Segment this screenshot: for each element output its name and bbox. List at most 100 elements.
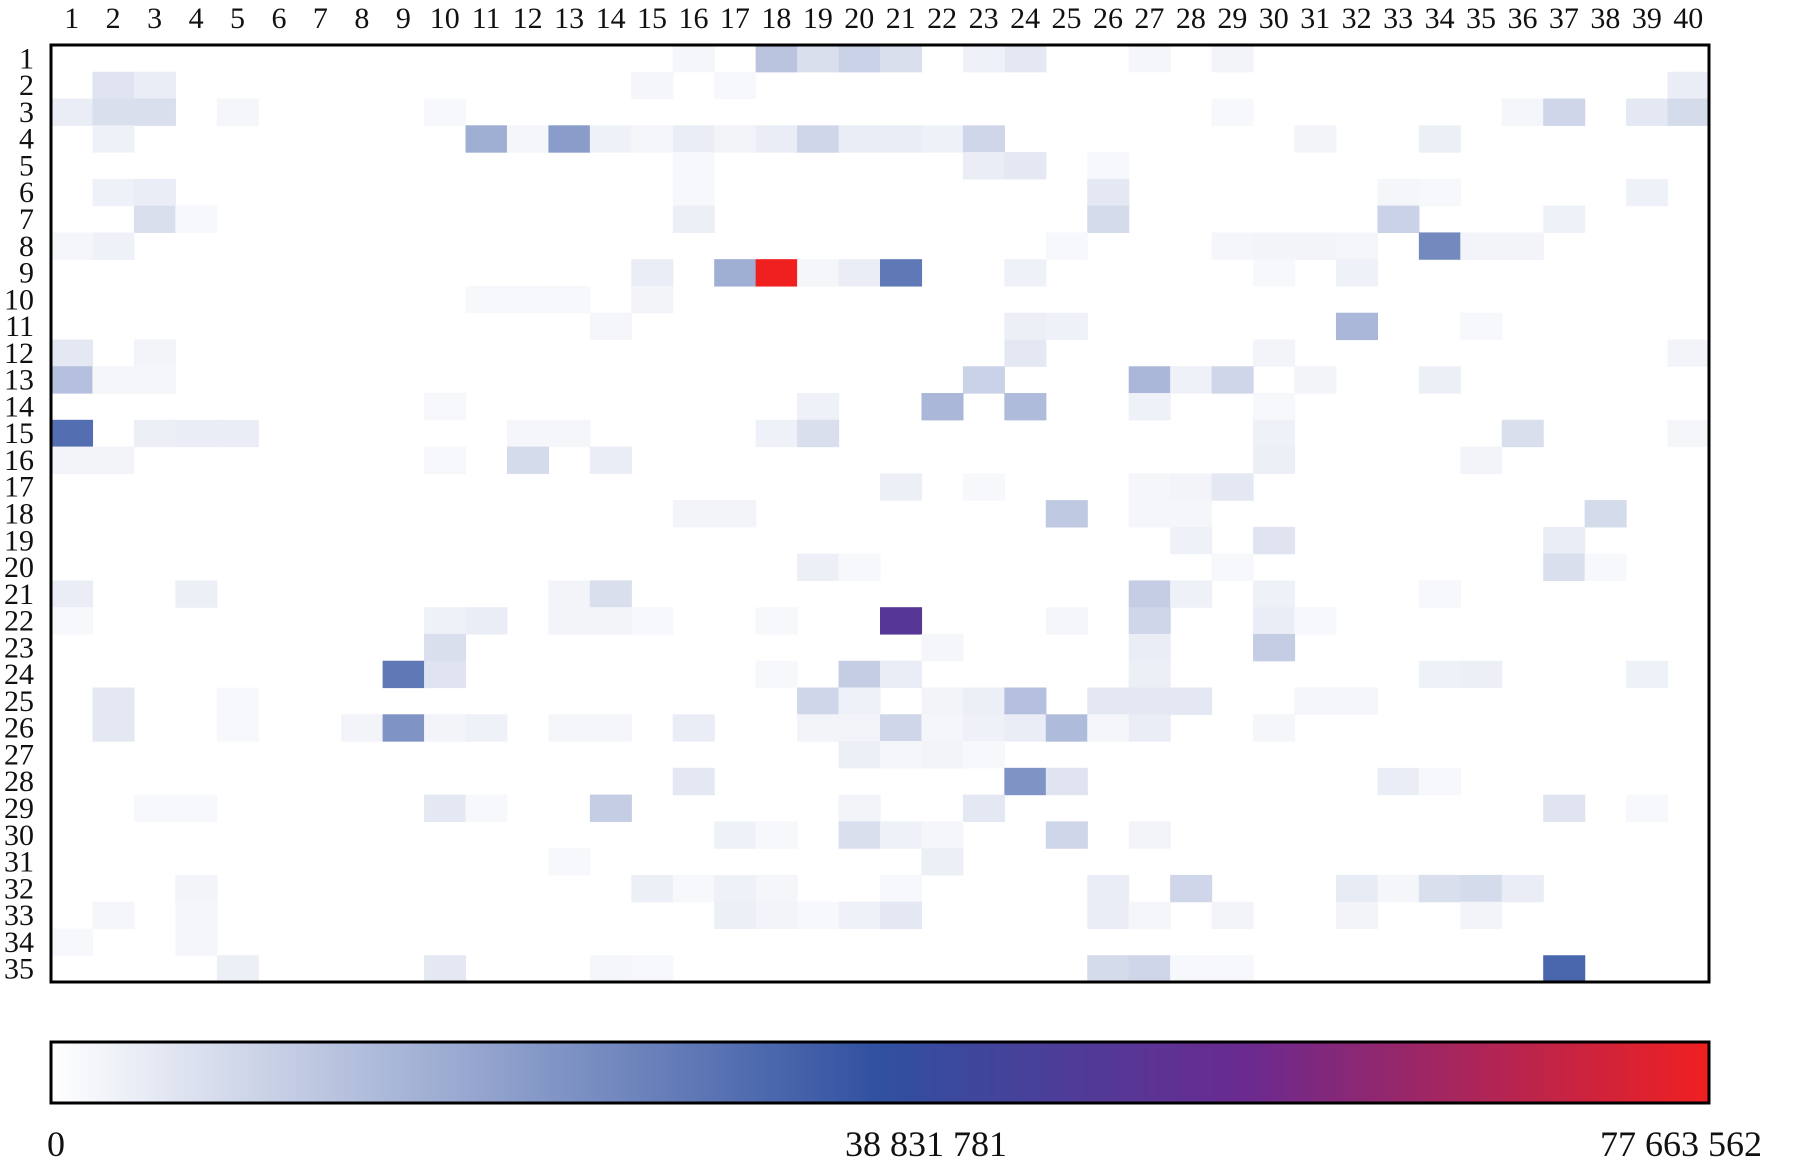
- heatmap-cell: [838, 45, 881, 73]
- heatmap-cell: [714, 125, 757, 153]
- heatmap-cell: [589, 794, 632, 822]
- heatmap-cell: [962, 45, 1005, 73]
- heatmap-cell: [1584, 500, 1627, 528]
- heatmap-cell: [506, 285, 549, 314]
- heatmap-cell: [797, 901, 840, 930]
- x-tick-label: 7: [313, 2, 328, 35]
- y-tick-label: 13: [4, 364, 34, 397]
- heatmap-cell: [880, 741, 923, 769]
- heatmap-cell: [797, 714, 840, 742]
- x-tick-label: 13: [554, 2, 584, 35]
- heatmap-cell: [1253, 339, 1296, 367]
- heatmap-cell: [1253, 259, 1296, 287]
- heatmap-cell: [382, 714, 425, 742]
- heatmap-cell: [755, 125, 798, 153]
- heatmap-cell: [133, 98, 176, 126]
- heatmap-cell: [631, 71, 674, 100]
- heatmap-cell: [838, 660, 881, 689]
- heatmap-cell: [921, 393, 964, 421]
- heatmap-cell: [175, 580, 218, 608]
- heatmap-cell: [631, 955, 674, 983]
- heatmap-cell: [465, 794, 508, 822]
- y-tick-label: 29: [4, 792, 34, 825]
- heatmap-cell: [1460, 446, 1503, 474]
- heatmap-cell: [921, 633, 964, 662]
- heatmap-cell: [506, 125, 549, 153]
- y-tick-label: 30: [4, 819, 34, 852]
- heatmap-cell: [1128, 393, 1171, 421]
- heatmap-cell: [1377, 874, 1420, 903]
- heatmap-cell: [1543, 205, 1586, 233]
- heatmap-cell: [1460, 660, 1503, 689]
- heatmap-cell: [1045, 232, 1088, 260]
- x-tick-label: 16: [678, 2, 708, 35]
- heatmap-cell: [92, 98, 135, 126]
- heatmap-cell: [1335, 232, 1378, 260]
- y-tick-label: 34: [4, 926, 34, 959]
- heatmap-cell: [548, 419, 591, 448]
- x-tick-label: 34: [1425, 2, 1455, 35]
- y-tick-label: 14: [4, 390, 34, 423]
- heatmap-cell: [216, 98, 259, 126]
- x-tick-label: 24: [1010, 2, 1040, 35]
- heatmap-cell: [548, 125, 591, 153]
- heatmap-cell: [1418, 874, 1461, 903]
- heatmap-cell: [1170, 500, 1213, 528]
- heatmap-cell: [1128, 687, 1171, 715]
- x-tick-label: 25: [1052, 2, 1082, 35]
- heatmap-cell: [1377, 178, 1420, 207]
- heatmap-cell: [175, 901, 218, 930]
- heatmap-cell: [1087, 714, 1130, 742]
- heatmap-cell: [1418, 125, 1461, 153]
- y-tick-label: 18: [4, 498, 34, 531]
- heatmap-cell: [1667, 98, 1710, 126]
- heatmap-cell: [1460, 901, 1503, 930]
- heatmap-cell: [1128, 821, 1171, 849]
- heatmap-cell: [962, 687, 1005, 715]
- heatmap-cell: [1377, 767, 1420, 796]
- heatmap-cell: [1543, 526, 1586, 555]
- heatmap-cell: [755, 45, 798, 73]
- heatmap-cell: [1543, 98, 1586, 126]
- heatmap-cell: [1667, 419, 1710, 448]
- x-tick-label: 4: [189, 2, 204, 35]
- y-tick-label: 17: [4, 471, 34, 504]
- heatmap-cell: [1170, 874, 1213, 903]
- heatmap-cell: [1004, 152, 1047, 180]
- heatmap-cell: [1253, 419, 1296, 448]
- heatmap-cell: [1211, 955, 1254, 983]
- heatmap-cell: [1045, 312, 1088, 341]
- heatmap-cell: [1418, 660, 1461, 689]
- heatmap-cell: [506, 446, 549, 474]
- heatmap-cell: [133, 366, 176, 394]
- heatmap-cell: [631, 874, 674, 903]
- heatmap-cell: [921, 687, 964, 715]
- heatmap-cell: [51, 928, 94, 956]
- x-tick-label: 15: [637, 2, 667, 35]
- heatmap-cell: [962, 794, 1005, 822]
- x-tick-label: 36: [1507, 2, 1537, 35]
- x-tick-label: 33: [1383, 2, 1413, 35]
- heatmap-cell: [1418, 232, 1461, 260]
- heatmap-cell: [506, 419, 549, 448]
- heatmap-cell: [1170, 473, 1213, 501]
- heatmap-cell: [1335, 687, 1378, 715]
- y-tick-label: 23: [4, 631, 34, 664]
- y-tick-label: 3: [19, 96, 34, 129]
- heatmap-cell: [838, 901, 881, 930]
- heatmap-cell: [175, 794, 218, 822]
- y-tick-label: 11: [5, 310, 34, 343]
- heatmap-cell: [1128, 901, 1171, 930]
- heatmap-cell: [797, 419, 840, 448]
- heatmap-cell: [1667, 339, 1710, 367]
- heatmap-cell: [92, 687, 135, 715]
- y-tick-label: 9: [19, 257, 34, 290]
- x-tick-label: 2: [106, 2, 121, 35]
- heatmap-cell: [1211, 98, 1254, 126]
- heatmap-cell: [1128, 580, 1171, 608]
- heatmap-cell: [962, 714, 1005, 742]
- x-tick-label: 30: [1259, 2, 1289, 35]
- heatmap-cell: [424, 714, 467, 742]
- heatmap-cell: [1294, 125, 1337, 153]
- heatmap-cell: [714, 821, 757, 849]
